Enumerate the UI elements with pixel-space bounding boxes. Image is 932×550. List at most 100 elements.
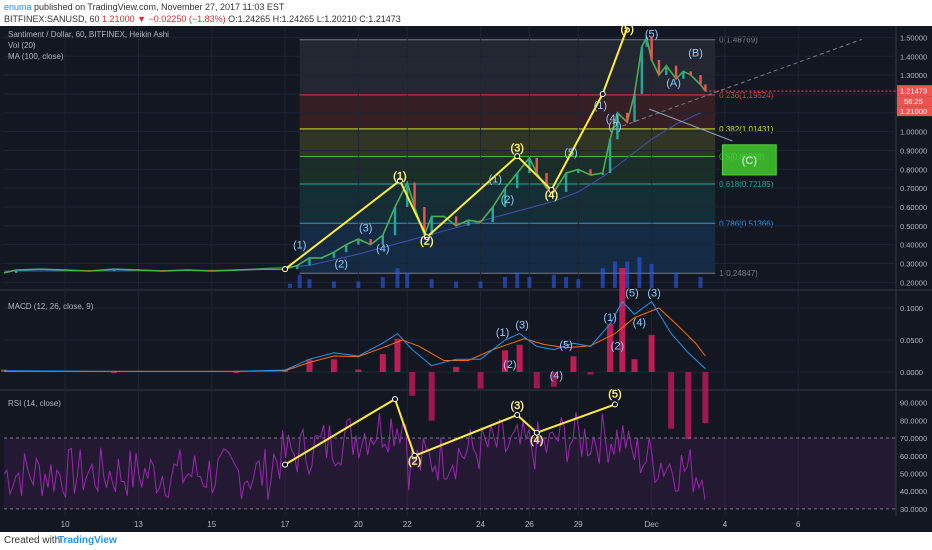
macd-wave-label: (2) [503, 359, 516, 371]
macd-histogram-bar [648, 334, 655, 372]
macd-line [3, 300, 706, 372]
price-candle [589, 169, 592, 175]
rsi-pivot-marker [282, 461, 289, 468]
macd-wave-label: (3) [647, 287, 660, 299]
price-candle [39, 269, 42, 271]
price-tick-label: 0.40000 [900, 241, 927, 250]
price-candle [682, 71, 685, 79]
macd-histogram-bar [702, 372, 709, 424]
price-tick-label: 1.50000 [900, 33, 927, 42]
price-candle [674, 65, 678, 79]
volume-bar [600, 268, 605, 288]
price-candle [344, 244, 348, 253]
current-price: 1.21000 [102, 14, 135, 24]
macd-tick-label: 0.0500 [900, 336, 923, 345]
macd-tick-label: 0.1000 [900, 304, 923, 313]
price-candle [689, 71, 692, 76]
macd-wave-label: (1) [603, 312, 616, 324]
price-tag-2 [897, 106, 932, 117]
wave-pivot-marker [423, 234, 430, 241]
author-link[interactable]: enuma [4, 2, 32, 12]
macd-histogram-bar [587, 372, 594, 375]
price-candle [357, 239, 360, 245]
price-candle [210, 270, 213, 272]
x-tick-label: 24 [476, 520, 485, 529]
price-candle [413, 182, 416, 207]
macd-histogram-bar [477, 372, 484, 389]
rsi-wave-label: (5) [608, 388, 621, 400]
wave-label-minor: (1) [594, 100, 607, 112]
rsi-tick-label: 70.0000 [900, 434, 927, 443]
footer: Created with TradingView [0, 532, 932, 550]
volume-bar [395, 268, 400, 288]
price-candle [259, 269, 262, 271]
x-tick-label: 13 [134, 520, 143, 529]
macd-histogram-bar [379, 354, 386, 372]
price-candle [608, 139, 612, 174]
price-candle [503, 188, 507, 207]
macd-wave-label: (1) [496, 327, 509, 339]
wave-label-minor: (2) [501, 194, 514, 206]
price-candle [63, 269, 67, 271]
macd-wave-label: (2) [611, 341, 624, 353]
macd-histogram-bar [631, 359, 638, 372]
chart-canvas[interactable]: 0(1.48769) 0.236(1.19524) 0.382(1.01431) 0.… [0, 26, 932, 532]
price-candle [467, 220, 470, 226]
price-tick-label: 0.70000 [900, 184, 927, 193]
tradingview-logo[interactable]: TradingView [58, 535, 117, 546]
fib-level-label: 0.618(0.72185) [719, 180, 774, 189]
rsi-tick-label: 90.0000 [900, 399, 927, 408]
fib-level-label: 0.382(1.01431) [719, 125, 774, 134]
fib-band [299, 39, 716, 95]
macd-histogram-bar [306, 359, 313, 372]
macd-histogram-bar [550, 372, 557, 387]
macd-histogram-bar [619, 268, 626, 372]
x-tick-label: 6 [796, 520, 801, 529]
price-candle [332, 252, 336, 258]
macd-wave-label: (4) [633, 317, 646, 329]
macd-histogram-bar [409, 372, 416, 396]
price-candle [308, 257, 311, 266]
wave-label-major: (4) [545, 190, 558, 202]
volume-bar [454, 281, 459, 288]
wave-pivot-marker [514, 153, 521, 160]
macd-wave-label: (5) [559, 339, 572, 351]
fib-band [299, 128, 716, 157]
price-candle [528, 158, 531, 174]
x-tick-label: 26 [525, 520, 534, 529]
price-tick-label: 1.30000 [900, 71, 927, 80]
target-zone [721, 144, 777, 176]
price-candle [640, 46, 644, 94]
wave-label-minor: (3) [359, 222, 372, 234]
price-tick-label: 0.60000 [900, 203, 927, 212]
price-tick-label: 0.30000 [900, 260, 927, 269]
price-candle [516, 173, 519, 189]
x-tick-label: Dec [644, 520, 658, 529]
rsi-tick-label: 40.0000 [900, 487, 927, 496]
fib-level-label: 0.786(0.51366) [719, 219, 774, 228]
price-candle [535, 158, 538, 174]
price-candle [704, 84, 707, 92]
wave-pivot-marker [548, 187, 555, 194]
wave-label-minor: (5) [564, 147, 577, 159]
rsi-pivot-marker [514, 412, 521, 419]
volume-bar [307, 279, 312, 288]
price-candle [234, 270, 238, 272]
wave-label-minor: (4) [606, 113, 619, 125]
volume-bar [625, 261, 630, 288]
volume-bar [674, 272, 679, 288]
price-tick-label: 1.40000 [900, 52, 927, 61]
macd-histogram-bar [533, 372, 540, 389]
price-candle [393, 206, 397, 236]
price-change: −0.02250 (−1.83%) [148, 14, 226, 24]
price-candle [186, 270, 189, 272]
last-price-label: 1.21473 [900, 87, 927, 96]
price-candle [650, 37, 653, 61]
symbol-label: BITFINEX:SANUSD, 60 [4, 14, 100, 24]
volume-bar [405, 272, 410, 288]
volume-bar [478, 281, 483, 288]
volume-bar [698, 277, 703, 288]
wave-pivot-marker [282, 266, 289, 273]
x-tick-label: 15 [207, 520, 216, 529]
volume-bar [612, 261, 617, 288]
